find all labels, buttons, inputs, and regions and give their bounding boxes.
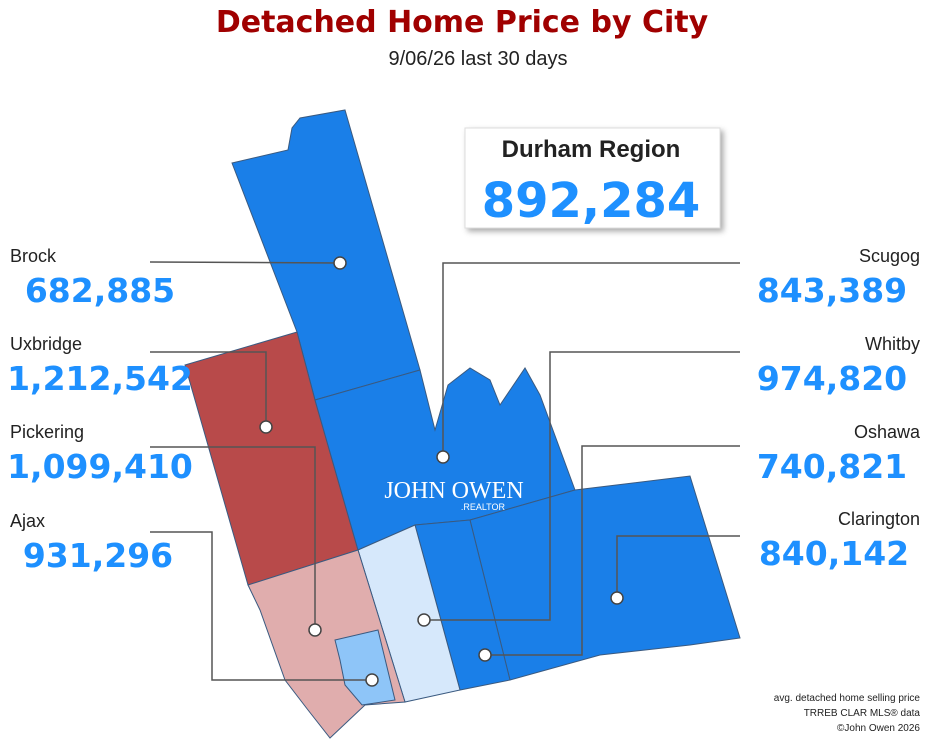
city-value: 682,885 xyxy=(25,271,175,310)
city-value: 740,821 xyxy=(757,447,907,486)
leader xyxy=(616,535,740,598)
city-name: Whitby xyxy=(865,334,920,354)
footnote: avg. detached home selling price xyxy=(774,693,921,704)
dot xyxy=(308,623,322,637)
leaders xyxy=(149,256,740,687)
dot xyxy=(417,613,431,627)
city-name: Oshawa xyxy=(854,422,921,442)
leader xyxy=(150,446,316,630)
city-value: 840,142 xyxy=(759,534,909,573)
subtitle: 9/06/26 last 30 days xyxy=(388,48,567,70)
city-value: 1,099,410 xyxy=(7,447,193,486)
dot xyxy=(610,591,624,605)
city-value: 1,212,542 xyxy=(7,359,193,398)
city-name: Scugog xyxy=(859,246,920,266)
city-name: Pickering xyxy=(10,422,84,442)
city-name: Uxbridge xyxy=(10,334,82,354)
city-name: Clarington xyxy=(838,509,920,529)
region-box xyxy=(464,127,721,229)
leader xyxy=(442,262,740,457)
logo-sub: .REALTOR xyxy=(461,502,506,512)
dot xyxy=(436,450,450,464)
leader xyxy=(424,351,740,621)
city-name: Ajax xyxy=(10,511,45,531)
city-value: 931,296 xyxy=(23,536,173,575)
ajax-area xyxy=(334,629,396,706)
footnote: ©John Owen 2026 xyxy=(837,723,920,734)
dot xyxy=(478,648,492,662)
city-value: 974,820 xyxy=(757,359,907,398)
labels: Brock 682,885 Uxbridge 1,212,542 Pickering 1,… xyxy=(7,246,921,575)
dot xyxy=(365,673,379,687)
title: Detached Home Price by City xyxy=(216,5,709,40)
leader xyxy=(150,351,267,427)
region-value: 892,284 xyxy=(482,173,701,229)
dot xyxy=(259,420,273,434)
clarington-area xyxy=(469,475,741,681)
leader xyxy=(149,261,341,264)
region-name: Durham Region xyxy=(502,136,681,163)
footnote: TRREB CLAR MLS® data xyxy=(804,708,921,719)
dot xyxy=(333,256,347,270)
leader xyxy=(150,531,372,681)
leader xyxy=(485,445,740,656)
city-value: 843,389 xyxy=(757,271,907,310)
logo: JOHN OWEN xyxy=(384,478,523,504)
city-name: Brock xyxy=(10,246,57,266)
